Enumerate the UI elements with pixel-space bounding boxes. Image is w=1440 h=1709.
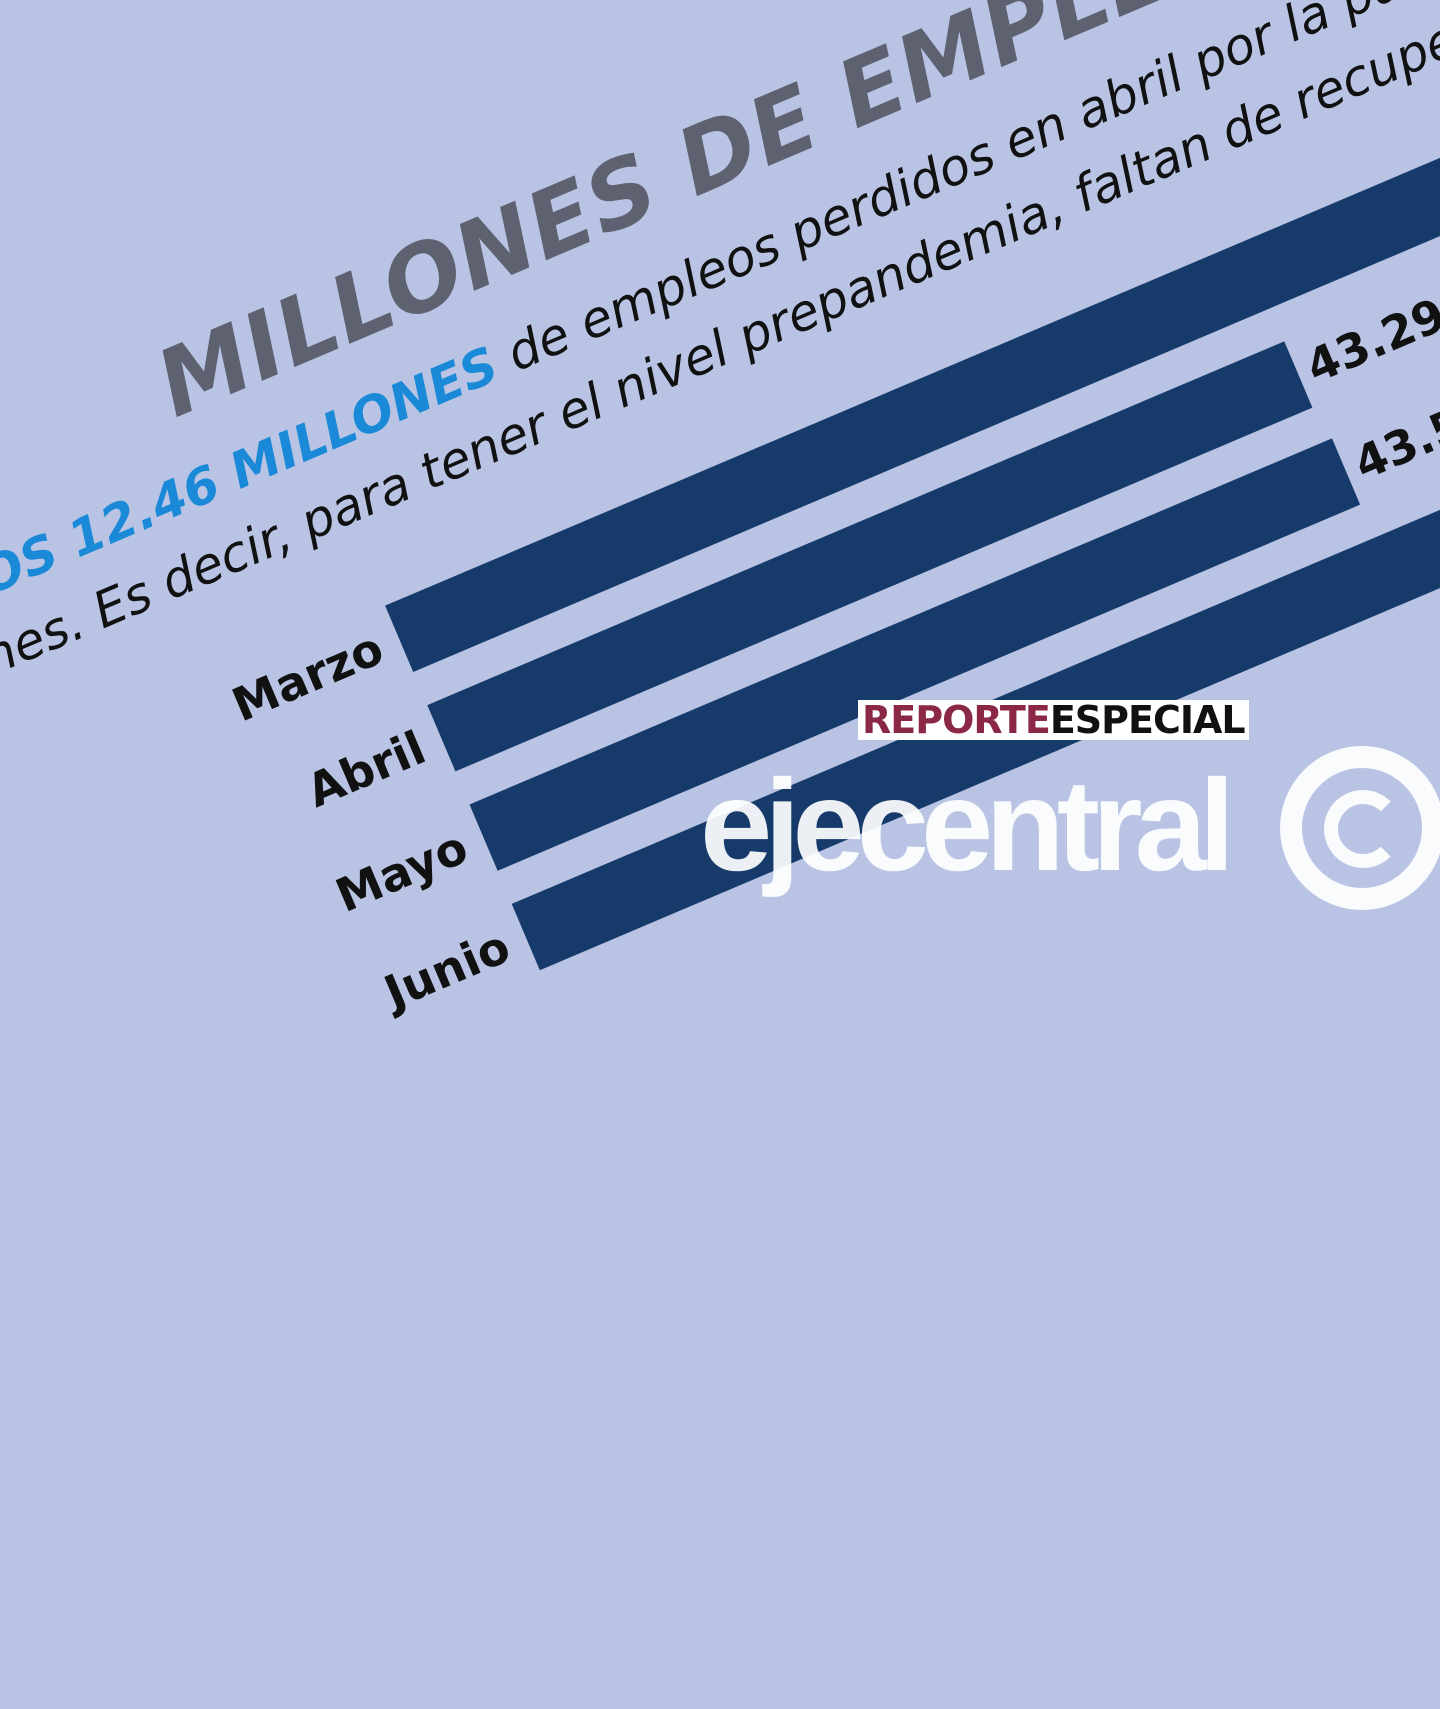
category-label: Marzo [224,620,391,733]
watermark-logo: ejecentral REPORTEESPECIAL [700,700,1440,915]
brand-wordmark: ejecentral [700,752,1235,898]
brand-logo-inner-icon [1324,790,1402,868]
value-label: 43.58 [1346,384,1440,491]
value-label: 43.29 [1298,287,1440,394]
category-label: Abril [299,720,434,818]
report-tag: REPORTEESPECIAL [858,700,1249,740]
category-label: Mayo [328,819,476,923]
category-label: Junio [376,919,518,1020]
